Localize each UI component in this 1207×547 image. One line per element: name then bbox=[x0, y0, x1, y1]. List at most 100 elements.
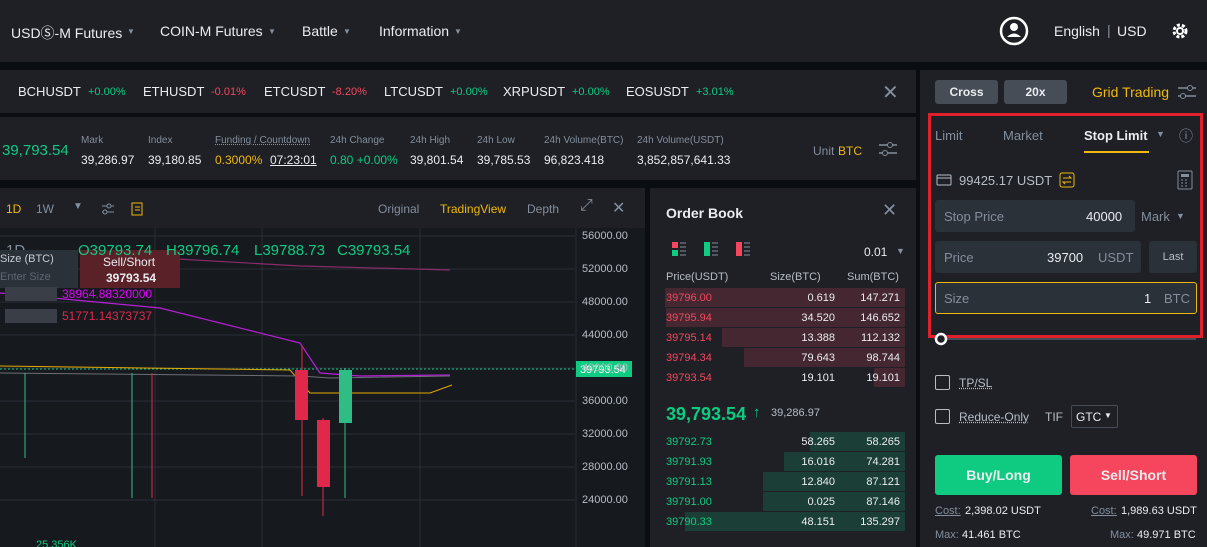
book-size[interactable]: 34.520 bbox=[801, 312, 835, 324]
tif-select[interactable] bbox=[1071, 405, 1118, 428]
grid-trading[interactable]: Grid Trading bbox=[1092, 84, 1170, 100]
nav-item[interactable]: Battle bbox=[302, 23, 338, 39]
settings-icon[interactable] bbox=[1168, 19, 1192, 43]
ticker-symbol[interactable]: BCHUSDT bbox=[18, 84, 81, 99]
balance: 99425.17 USDT bbox=[959, 173, 1053, 188]
checkbox[interactable] bbox=[935, 409, 950, 424]
book-price[interactable]: 39792.73 bbox=[666, 436, 712, 448]
precision[interactable]: 0.01 bbox=[864, 245, 888, 259]
interval[interactable]: 1D bbox=[6, 202, 22, 216]
book-sum[interactable]: 147.271 bbox=[860, 292, 900, 304]
book-sum[interactable]: 87.121 bbox=[866, 476, 900, 488]
book-size[interactable]: 0.619 bbox=[807, 292, 835, 304]
book-price[interactable]: 39793.54 bbox=[666, 372, 712, 384]
nav-item[interactable]: COIN-M Futures bbox=[160, 23, 263, 39]
close-ticker[interactable]: ✕ bbox=[882, 82, 899, 104]
dropdown[interactable]: ▼ bbox=[1156, 129, 1165, 139]
ticker-symbol[interactable]: EOSUSDT bbox=[626, 84, 689, 99]
dropdown[interactable]: ▼ bbox=[73, 201, 83, 212]
book-sum[interactable]: 112.132 bbox=[861, 332, 900, 344]
close-orderbook[interactable]: ✕ bbox=[882, 200, 898, 220]
book-size[interactable]: 0.025 bbox=[807, 496, 835, 508]
dropdown[interactable]: ▼ bbox=[343, 27, 351, 36]
book-size[interactable]: 13.388 bbox=[801, 332, 835, 344]
settings-sliders[interactable] bbox=[878, 140, 898, 158]
book-sum[interactable]: 19.101 bbox=[866, 372, 900, 384]
toolbar-icons[interactable] bbox=[100, 201, 160, 217]
book-price[interactable]: 39795.14 bbox=[666, 332, 712, 344]
settings-sliders[interactable] bbox=[1177, 82, 1197, 102]
book-sum[interactable]: 58.265 bbox=[866, 436, 900, 448]
book-price[interactable]: 39791.93 bbox=[666, 456, 712, 468]
reduce-only-label[interactable]: Reduce-Only bbox=[959, 410, 1030, 424]
view-tab[interactable]: Depth bbox=[527, 202, 560, 216]
buy-button[interactable]: Buy/Long bbox=[935, 455, 1062, 495]
book-price[interactable]: 39791.13 bbox=[666, 476, 712, 488]
book-size[interactable]: 16.016 bbox=[801, 456, 835, 468]
tif-value[interactable]: GTC bbox=[1076, 410, 1102, 424]
dropdown[interactable]: ▼ bbox=[1176, 211, 1185, 221]
nav-item[interactable]: USDⓈ-M Futures bbox=[11, 25, 123, 41]
expand[interactable]: ⤢ bbox=[580, 197, 593, 214]
book-price[interactable]: 39791.00 bbox=[666, 496, 712, 508]
dropdown[interactable]: ▼ bbox=[127, 27, 135, 36]
size-input[interactable] bbox=[0, 250, 78, 288]
leverage[interactable]: 20x bbox=[1004, 80, 1067, 104]
line-tools[interactable] bbox=[5, 287, 57, 301]
nav-item[interactable]: Information bbox=[379, 23, 450, 39]
dropdown[interactable]: ▼ bbox=[268, 27, 276, 36]
book-size[interactable]: 48.151 bbox=[801, 516, 835, 528]
trigger-type[interactable]: Mark bbox=[1141, 209, 1170, 224]
price-input[interactable] bbox=[935, 241, 1141, 273]
size-label: Size bbox=[944, 291, 970, 306]
ticker-symbol[interactable]: LTCUSDT bbox=[384, 84, 443, 99]
book-price[interactable]: 39795.94 bbox=[666, 312, 712, 324]
ticker-symbol[interactable]: XRPUSDT bbox=[503, 84, 566, 99]
ticker-symbol[interactable]: ETHUSDT bbox=[143, 84, 205, 99]
book-size[interactable]: 12.840 bbox=[801, 476, 835, 488]
currency[interactable]: USD bbox=[1117, 23, 1147, 39]
order-tab[interactable]: Market bbox=[1003, 128, 1043, 143]
size-input[interactable] bbox=[935, 282, 1197, 314]
book-sum[interactable]: 135.297 bbox=[860, 516, 900, 528]
view-tab[interactable]: Original bbox=[378, 202, 420, 216]
transfer-icon[interactable] bbox=[1059, 172, 1075, 188]
book-price[interactable]: 39790.33 bbox=[666, 516, 712, 528]
book-sum[interactable]: 87.146 bbox=[866, 496, 900, 508]
dropdown[interactable]: ▼ bbox=[454, 27, 462, 36]
dropdown[interactable]: ▼ bbox=[1104, 411, 1112, 420]
book-price[interactable]: 39794.34 bbox=[666, 352, 712, 364]
calculator-icon[interactable] bbox=[1177, 170, 1193, 190]
sell-label[interactable]: Sell/Short bbox=[103, 255, 156, 269]
book-sum[interactable]: 146.652 bbox=[860, 312, 900, 324]
account-icon[interactable] bbox=[998, 15, 1030, 47]
order-tab[interactable]: Limit bbox=[935, 128, 963, 143]
stop-price-input[interactable] bbox=[935, 200, 1135, 232]
margin-mode[interactable]: Cross bbox=[935, 80, 998, 104]
size-slider[interactable] bbox=[934, 332, 1199, 346]
book-price[interactable]: 39796.00 bbox=[666, 292, 712, 304]
dropdown[interactable]: ▼ bbox=[896, 246, 905, 256]
close-chart[interactable]: ✕ bbox=[612, 200, 626, 217]
book-sum[interactable]: 74.281 bbox=[866, 456, 900, 468]
book-size[interactable]: 79.643 bbox=[801, 352, 835, 364]
order-tab-active[interactable]: Stop Limit bbox=[1084, 128, 1148, 143]
sell-button[interactable]: Sell/Short bbox=[1070, 455, 1197, 495]
line-tools[interactable] bbox=[5, 309, 57, 323]
ticker-symbol[interactable]: ETCUSDT bbox=[264, 84, 326, 99]
book-sum[interactable]: 98.744 bbox=[866, 352, 900, 364]
book-size[interactable]: 58.265 bbox=[801, 436, 835, 448]
highlight-box bbox=[928, 113, 1203, 338]
book-size[interactable]: 19.101 bbox=[801, 372, 835, 384]
language[interactable]: English bbox=[1054, 23, 1100, 39]
ticker-change: +0.00% bbox=[88, 86, 126, 98]
checkbox[interactable] bbox=[935, 375, 950, 390]
sell-button[interactable] bbox=[80, 250, 180, 288]
interval[interactable]: 1W bbox=[36, 202, 54, 216]
book-view-icons[interactable] bbox=[670, 240, 756, 258]
info-icon[interactable]: ⓘ bbox=[1179, 128, 1193, 144]
tpsl-label[interactable]: TP/SL bbox=[959, 376, 993, 390]
last-button[interactable]: Last bbox=[1149, 241, 1197, 273]
sell-price[interactable]: 39793.54 bbox=[106, 271, 157, 285]
view-tab[interactable]: TradingView bbox=[440, 202, 507, 216]
